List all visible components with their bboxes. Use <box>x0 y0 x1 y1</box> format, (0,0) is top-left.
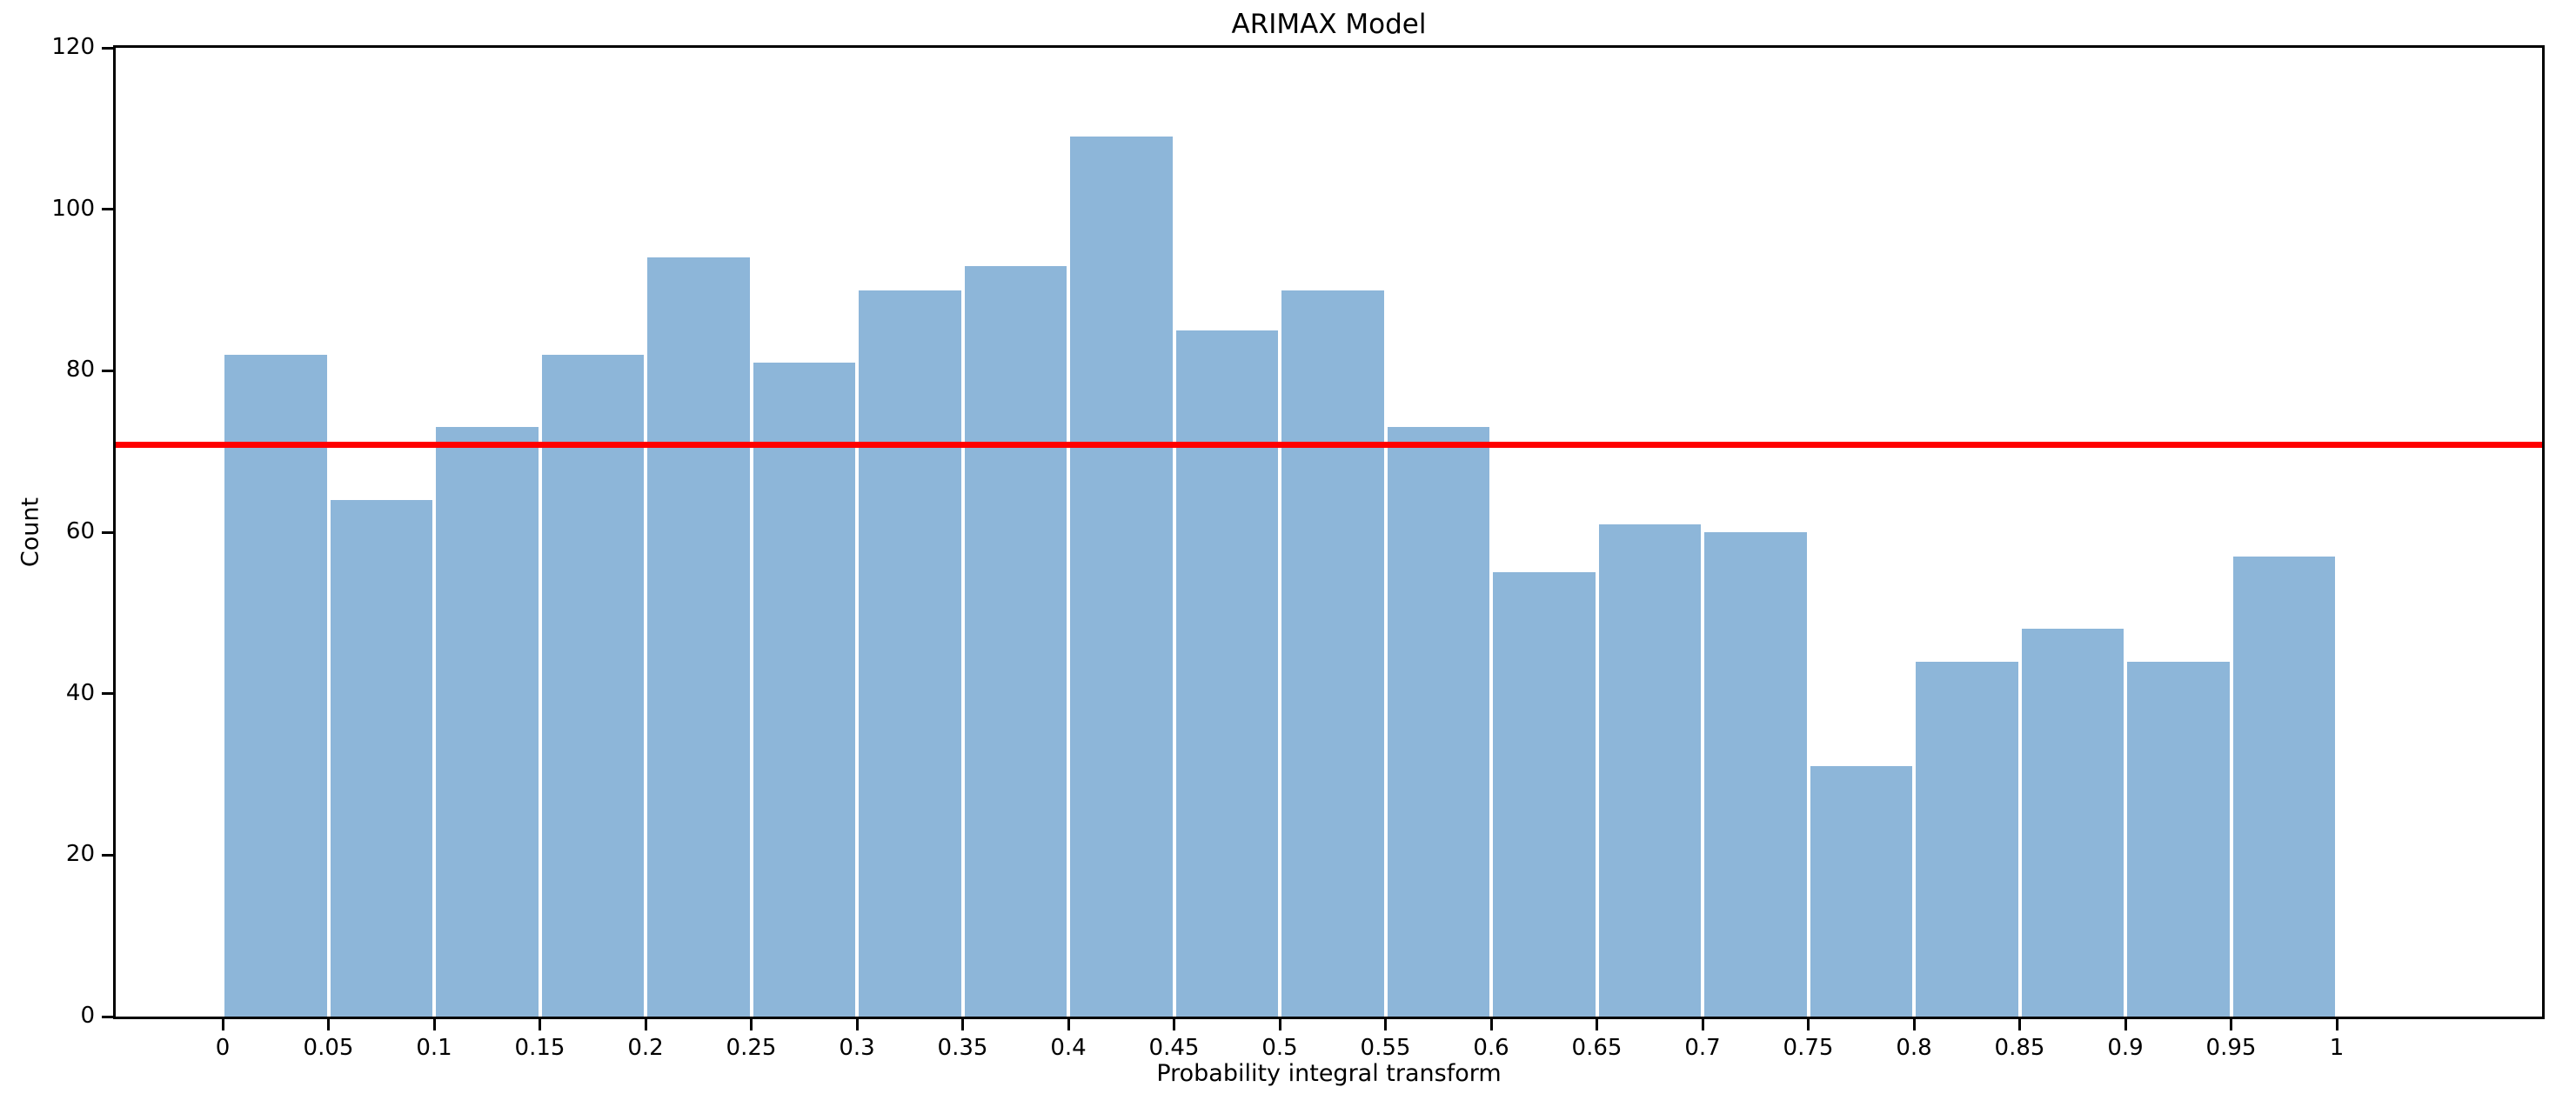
x-axis-tick <box>1278 1019 1281 1030</box>
x-axis-tick-label: 0.8 <box>1896 1035 1932 1061</box>
histogram-bar <box>1810 766 1912 1017</box>
x-axis-tick <box>1807 1019 1810 1030</box>
x-axis-tick <box>1173 1019 1175 1030</box>
x-axis-tick-label: 0.55 <box>1360 1035 1411 1061</box>
x-axis-tick <box>855 1019 859 1030</box>
x-axis-tick <box>2335 1019 2338 1030</box>
x-axis-tick-label: 0.15 <box>514 1035 565 1061</box>
x-axis-tick-label: 0.3 <box>839 1035 875 1061</box>
x-axis-tick <box>2018 1019 2021 1030</box>
histogram-bar <box>1175 330 1278 1017</box>
x-axis-tick-label: 0.25 <box>726 1035 777 1061</box>
x-axis-tick-label: 0.9 <box>2107 1035 2144 1061</box>
chart-title: ARIMAX Model <box>1231 9 1427 40</box>
x-axis-tick <box>1384 1019 1387 1030</box>
x-axis-tick-label: 0.45 <box>1148 1035 1200 1061</box>
histogram-bar <box>1916 661 2018 1017</box>
histogram-bar <box>1387 427 1489 1017</box>
x-axis-tick-label: 1 <box>2329 1035 2345 1061</box>
x-axis-tick-label: 0.5 <box>1261 1035 1298 1061</box>
x-axis-tick-label: 0.7 <box>1684 1035 1721 1061</box>
y-axis-tick-label: 60 <box>65 518 95 544</box>
x-axis-tick <box>221 1019 224 1030</box>
x-axis-tick <box>1489 1019 1493 1030</box>
y-axis-tick <box>102 692 113 696</box>
x-axis-tick <box>1067 1019 1070 1030</box>
y-axis-tick <box>102 46 113 50</box>
x-axis-tick <box>1596 1019 1598 1030</box>
histogram-bar <box>859 290 961 1017</box>
x-axis-tick-label: 0.05 <box>303 1035 354 1061</box>
x-axis-tick <box>2230 1019 2232 1030</box>
histogram-bar <box>1493 572 1596 1017</box>
y-axis-tick-label: 20 <box>65 841 95 868</box>
y-axis-tick <box>102 853 113 857</box>
histogram-bar <box>2232 556 2335 1017</box>
y-axis-tick <box>102 208 113 211</box>
x-axis-tick-label: 0.65 <box>1571 1035 1623 1061</box>
x-axis-tick <box>327 1019 330 1030</box>
x-axis-tick-label: 0.6 <box>1473 1035 1509 1061</box>
histogram-bar <box>2127 661 2230 1017</box>
y-axis-tick-label: 80 <box>65 357 95 383</box>
y-axis-tick <box>102 369 113 372</box>
x-axis-tick <box>2124 1019 2127 1030</box>
histogram-bar <box>541 354 644 1017</box>
x-axis-tick <box>432 1019 436 1030</box>
histogram-bar <box>224 354 327 1017</box>
x-axis-tick <box>644 1019 647 1030</box>
x-axis-tick-label: 0.1 <box>416 1035 452 1061</box>
x-axis-tick <box>1701 1019 1704 1030</box>
histogram-bar <box>330 499 432 1017</box>
histogram-bar <box>1070 137 1173 1017</box>
y-axis-tick-label: 120 <box>51 34 95 60</box>
histogram-bar <box>964 265 1067 1017</box>
histogram-bar <box>2021 629 2124 1017</box>
x-axis-tick-label: 0.85 <box>1994 1035 2045 1061</box>
reference-line <box>116 442 2542 449</box>
y-axis-tick-label: 100 <box>51 195 95 222</box>
histogram-bar <box>1704 532 1807 1017</box>
histogram-bar <box>1598 523 1701 1017</box>
x-axis-tick-label: 0.4 <box>1050 1035 1087 1061</box>
x-axis-tick <box>750 1019 753 1030</box>
x-axis-tick <box>539 1019 541 1030</box>
x-axis-tick <box>961 1019 964 1030</box>
y-axis-tick-label: 40 <box>65 679 95 706</box>
x-axis-tick <box>1912 1019 1916 1030</box>
histogram-bar <box>753 363 855 1017</box>
histogram-bar <box>1281 290 1384 1017</box>
y-axis-tick <box>102 530 113 534</box>
plot-area <box>113 45 2545 1019</box>
y-axis-tick-label: 0 <box>80 1003 95 1029</box>
x-axis-tick-label: 0 <box>215 1035 231 1061</box>
histogram-bar <box>436 427 539 1017</box>
x-axis-tick-label: 0.35 <box>937 1035 988 1061</box>
histogram-bar <box>647 257 750 1017</box>
x-axis-label: Probability integral transform <box>1156 1060 1502 1087</box>
y-axis-tick <box>102 1015 113 1018</box>
x-axis-tick-label: 0.95 <box>2205 1035 2257 1061</box>
x-axis-tick-label: 0.2 <box>627 1035 664 1061</box>
x-axis-tick-label: 0.75 <box>1783 1035 1834 1061</box>
